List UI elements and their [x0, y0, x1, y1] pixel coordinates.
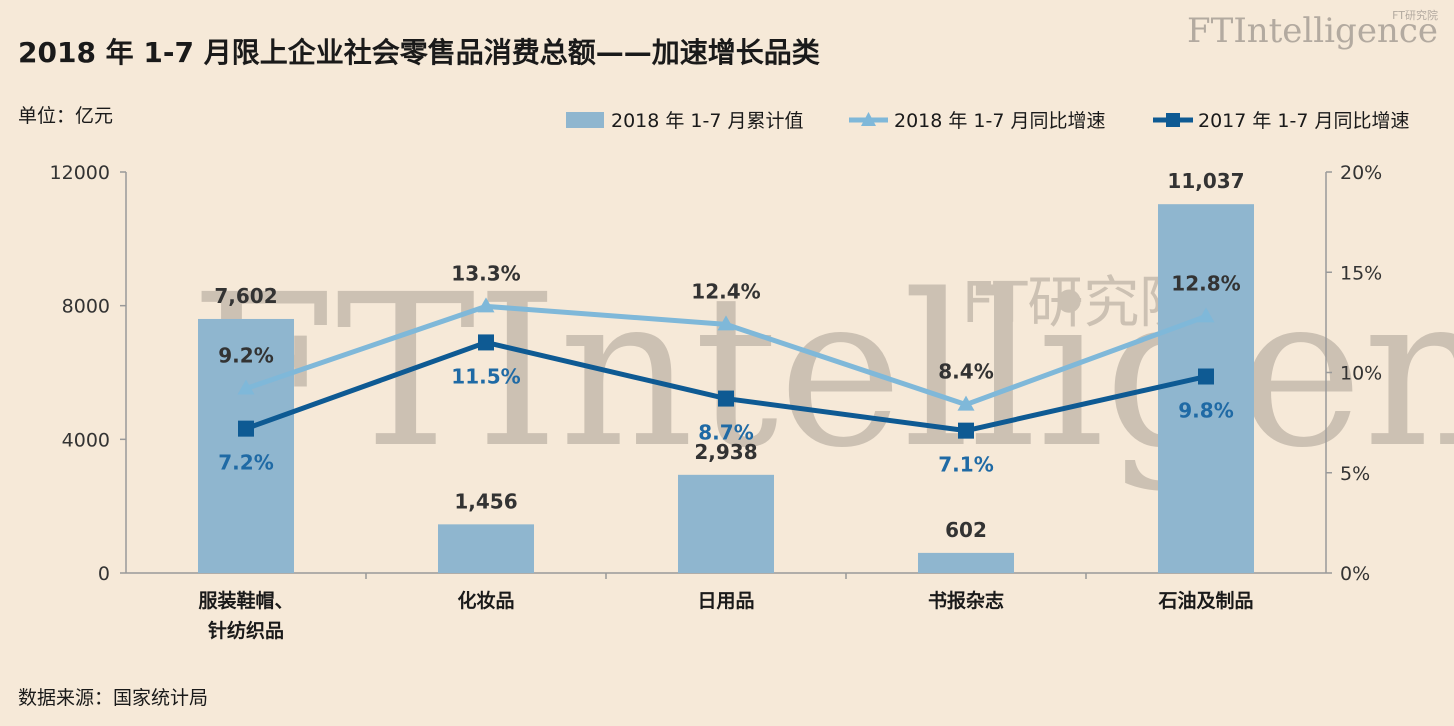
bar: [438, 524, 534, 573]
line-2018-value-label: 13.3%: [451, 261, 520, 285]
category-label: 日用品: [697, 590, 754, 612]
y-left-tick-label: 8000: [62, 296, 110, 318]
bar: [678, 474, 774, 573]
legend-label-2017: 2017 年 1-7 月同比增速: [1198, 110, 1410, 132]
watermark-tagline: FT研究院: [962, 271, 1195, 336]
x-axis-ticks: [365, 573, 1087, 579]
bar: [198, 318, 294, 573]
watermark: FTIntelligence FT研究院: [190, 249, 1454, 494]
triangle-marker: [957, 395, 975, 411]
legend: 2018 年 1-7 月累计值 2018 年 1-7 月同比增速 2017 年 …: [566, 110, 1410, 132]
legend-swatch-bar: [566, 112, 604, 128]
line-series-2018: [237, 297, 1215, 411]
y-left-tick-label: 12000: [50, 162, 110, 184]
category-label: 服装鞋帽、: [198, 589, 293, 612]
triangle-marker: [237, 379, 255, 395]
triangle-marker: [477, 297, 495, 313]
category-label: 化妆品: [457, 589, 514, 612]
line-2017-value-label: 8.7%: [698, 421, 753, 445]
line-2018-value-label: 9.2%: [218, 344, 273, 368]
line-series-2017: [238, 334, 1214, 439]
line-2017-value-label: 7.2%: [218, 451, 273, 475]
legend-marker-triangle: [861, 112, 876, 126]
bar: [918, 552, 1014, 573]
line-2017-value-label: 9.8%: [1178, 399, 1233, 423]
y-right-tick-label: 20%: [1340, 162, 1382, 184]
line-2018-value-label: 8.4%: [938, 360, 993, 384]
square-marker: [958, 422, 974, 439]
logo-text: FTIntelligence: [1187, 11, 1438, 51]
watermark-text: FTIntelligence: [190, 249, 1454, 494]
y-right-tick-label: 10%: [1340, 363, 1382, 385]
category-labels: 服装鞋帽、针纺织品 化妆品 日用品 书报杂志 石油及制品: [198, 589, 1253, 642]
logo-tagline: FT研究院: [1392, 8, 1438, 22]
legend-item-2018: 2018 年 1-7 月同比增速: [849, 110, 1106, 132]
y-axis-right-ticks: 0% 5% 10% 15% 20%: [1326, 162, 1382, 585]
line-2017-value-label: 11.5%: [451, 364, 520, 388]
triangle-marker: [717, 315, 735, 331]
bar-value-label: 1,456: [454, 489, 517, 513]
y-right-tick-label: 0%: [1340, 563, 1370, 585]
source-note: 数据来源：国家统计局: [18, 687, 208, 709]
square-marker: [238, 420, 254, 437]
category-label: 书报杂志: [928, 589, 1004, 612]
legend-item-bar: 2018 年 1-7 月累计值: [566, 110, 804, 132]
legend-label-2018: 2018 年 1-7 月同比增速: [894, 110, 1106, 132]
y-left-tick-label: 0: [98, 563, 110, 585]
legend-label-bar: 2018 年 1-7 月累计值: [611, 110, 804, 132]
category-label: 针纺织品: [208, 619, 284, 642]
bar: [1158, 204, 1254, 574]
line-2018-value-label: 12.4%: [691, 279, 760, 303]
y-right-tick-label: 15%: [1340, 262, 1382, 284]
triangle-marker: [1197, 307, 1215, 323]
y-right-tick-label: 5%: [1340, 463, 1370, 485]
bar-value-label: 11,037: [1167, 169, 1244, 193]
category-label: 石油及制品: [1157, 589, 1253, 612]
line-2017-value-label: 7.1%: [938, 453, 993, 477]
unit-label: 单位：亿元: [18, 105, 113, 127]
square-marker: [478, 334, 494, 351]
bar-value-label: 2,938: [694, 440, 757, 464]
y-left-tick-label: 4000: [62, 429, 110, 451]
chart-title: 2018 年 1-7 月限上企业社会零售品消费总额——加速增长品类: [18, 36, 820, 69]
legend-item-2017: 2017 年 1-7 月同比增速: [1153, 110, 1410, 132]
y-axis-left-ticks: 0 4000 8000 12000: [50, 162, 126, 585]
bar-series: [198, 204, 1254, 574]
square-marker: [718, 390, 734, 407]
bar-value-label: 7,602: [214, 284, 277, 308]
line-value-labels: 9.2% 13.3% 12.4% 8.4% 12.8% 7.2% 11.5% 8.7% 7.1%…: [218, 261, 1240, 476]
square-marker: [1198, 368, 1214, 385]
bar-value-label: 602: [945, 518, 987, 542]
legend-marker-square: [1166, 113, 1180, 127]
brand-logo: FTIntelligence FT研究院: [1187, 8, 1438, 51]
line-2018-value-label: 12.8%: [1171, 271, 1240, 295]
bar-value-labels: 7,602 1,456 2,938 602 11,037: [214, 169, 1244, 542]
